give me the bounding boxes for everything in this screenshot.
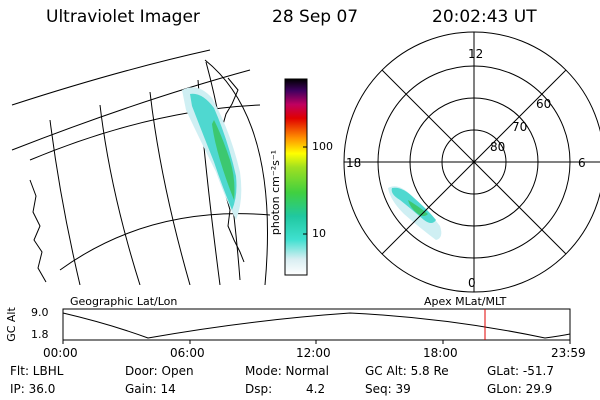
time-label: 20:02:43 UT — [432, 7, 537, 27]
colorbar-unit-label: photon cm⁻²s⁻¹ — [269, 149, 283, 236]
mlat-label-70: 70 — [512, 120, 528, 134]
colorbar-tick-10: 10 — [312, 227, 326, 240]
glon-info: GLon: 29.9 — [487, 382, 553, 396]
time-tick-1200: 12:00 — [296, 346, 331, 360]
mlat-label-80: 80 — [490, 140, 506, 154]
mlt-label-0: 0 — [468, 276, 476, 290]
mlt-label-12: 12 — [468, 47, 484, 61]
aurora-polar-peak — [408, 200, 428, 216]
instrument-title: Ultraviolet Imager — [46, 7, 200, 27]
altitude-ytick-high: 9.0 — [31, 306, 49, 319]
date-label: 28 Sep 07 — [272, 7, 359, 27]
time-tick-1800: 18:00 — [423, 346, 458, 360]
glat-info: GLat: -51.7 — [487, 364, 554, 378]
altitude-plot — [62, 308, 571, 344]
mlat-label-60: 60 — [536, 97, 552, 111]
ip-info: IP: 36.0 — [10, 382, 56, 396]
aurora-geographic — [182, 87, 242, 220]
mlt-label-6: 6 — [578, 156, 586, 170]
colorbar — [284, 78, 308, 276]
mlt-label-18: 18 — [346, 156, 362, 170]
geographic-map — [11, 49, 270, 285]
time-tick-2359: 23:59 — [551, 346, 586, 360]
time-tick-0600: 06:00 — [170, 346, 205, 360]
gc-alt-info: GC Alt: 5.8 Re — [365, 364, 449, 378]
altitude-ytick-low: 1.8 — [31, 328, 49, 341]
mode-info: Mode: Normal — [245, 364, 329, 378]
gain-info: Gain: 14 — [125, 382, 176, 396]
geographic-label: Geographic Lat/Lon — [70, 295, 178, 308]
dsp-info-value: 4.2 — [306, 382, 326, 396]
filter-info: Flt: LBHL — [10, 364, 64, 378]
apex-label: Apex MLat/MLT — [424, 295, 507, 308]
seq-info: Seq: 39 — [365, 382, 411, 396]
colorbar-ticks — [303, 146, 307, 235]
dsp-info-label: Dsp: — [245, 382, 273, 396]
altitude-ylabel: GC Alt — [4, 307, 18, 342]
time-tick-0000: 00:00 — [43, 346, 78, 360]
colorbar-tick-100: 100 — [312, 140, 333, 153]
polar-plot — [343, 31, 600, 293]
door-info: Door: Open — [125, 364, 194, 378]
